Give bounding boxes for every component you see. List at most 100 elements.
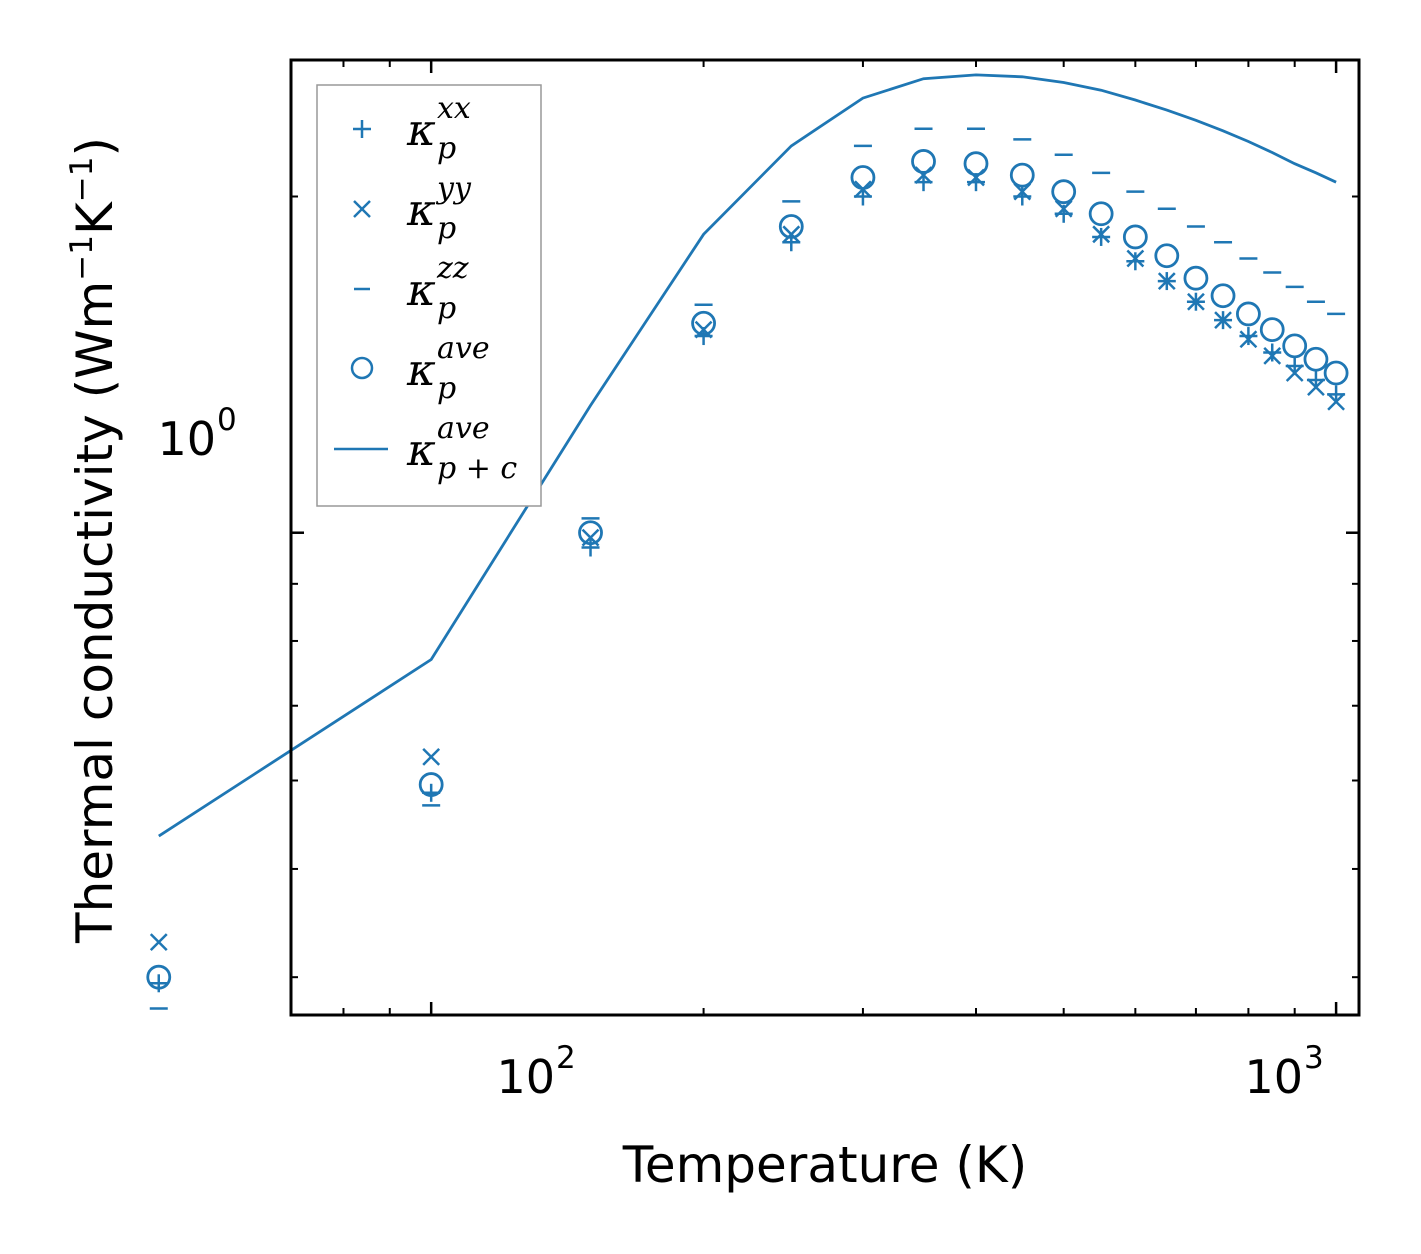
legend-entry-kave: κ ave p bbox=[350, 331, 490, 406]
svg-text:10: 10 bbox=[496, 1050, 555, 1104]
svg-text:κ: κ bbox=[406, 105, 436, 156]
point-kave-750 bbox=[1210, 283, 1236, 309]
point-kyy-850 bbox=[1263, 346, 1282, 365]
point-kave-100 bbox=[418, 772, 444, 797]
point-kyy-1000-b bbox=[1327, 392, 1345, 411]
point-kave-250 bbox=[778, 214, 804, 239]
point-kyy-750-b bbox=[1214, 311, 1232, 330]
legend-frame bbox=[316, 84, 542, 507]
point-kyy-250-b bbox=[782, 225, 801, 244]
point-kyy-600-b bbox=[1126, 249, 1145, 268]
svg-text:p + c: p + c bbox=[437, 451, 517, 486]
svg-text:κ: κ bbox=[406, 425, 436, 476]
series-line-kave_pc bbox=[158, 73, 1337, 838]
svg-text:p: p bbox=[437, 131, 456, 166]
point-kave-900 bbox=[1282, 333, 1308, 359]
svg-text:κ: κ bbox=[406, 265, 436, 316]
legend-marker-plus bbox=[353, 120, 371, 138]
point-kyy-100 bbox=[422, 747, 441, 766]
point-kyy-500-b bbox=[1054, 199, 1073, 218]
point-kyy-900-b bbox=[1285, 364, 1304, 382]
point-kyy-650-b bbox=[1157, 272, 1176, 290]
svg-text:xx: xx bbox=[437, 91, 471, 126]
point-kyy-800-b bbox=[1239, 330, 1258, 349]
point-kyy-500 bbox=[1054, 199, 1073, 218]
svg-text:κ: κ bbox=[406, 185, 436, 236]
point-kyy-550-b bbox=[1092, 225, 1111, 244]
point-kyy-850-b bbox=[1263, 346, 1282, 365]
svg-text:p: p bbox=[437, 211, 456, 246]
svg-text:3: 3 bbox=[1304, 1040, 1324, 1076]
point-kyy-550 bbox=[1092, 225, 1111, 244]
legend: κ xx p κ yy p κ zz p κ ave p κ ave bbox=[316, 84, 542, 507]
series-kyy bbox=[149, 166, 1345, 951]
svg-text:p: p bbox=[437, 371, 456, 406]
svg-text:10: 10 bbox=[1244, 1050, 1303, 1104]
point-kxx-50 bbox=[149, 974, 168, 993]
svg-text:κ: κ bbox=[406, 345, 436, 396]
point-kxx-800 bbox=[1239, 327, 1258, 346]
point-kyy-200 bbox=[694, 320, 713, 339]
point-kave-1000 bbox=[1323, 360, 1349, 386]
point-kave-800 bbox=[1236, 301, 1261, 327]
svg-text:ave: ave bbox=[437, 331, 490, 366]
point-kyy-700 bbox=[1187, 292, 1205, 311]
point-kyy-50-b bbox=[149, 933, 168, 951]
point-kyy-100-b bbox=[422, 747, 441, 766]
svg-text:p: p bbox=[437, 291, 456, 326]
point-kave-700 bbox=[1183, 265, 1209, 291]
point-kyy-700-b bbox=[1187, 292, 1205, 311]
legend-marker-circle bbox=[350, 356, 374, 380]
x-tick-label-1000: 10 3 bbox=[1244, 1040, 1323, 1104]
legend-entry-kyy: κ yy p bbox=[353, 171, 472, 246]
point-kave-150 bbox=[578, 520, 603, 546]
legend-entry-kzz: κ zz p bbox=[354, 251, 469, 326]
svg-text:0: 0 bbox=[217, 402, 237, 438]
point-kave-950 bbox=[1303, 346, 1329, 372]
x-axis-label: Temperature (K) bbox=[622, 1136, 1027, 1194]
point-kxx-600 bbox=[1126, 252, 1145, 271]
y-axis-label: Thermal conductivity (Wm−1K−1) bbox=[64, 137, 124, 944]
point-kave-600 bbox=[1122, 224, 1148, 250]
point-kyy-600 bbox=[1126, 249, 1145, 268]
point-kxx-150 bbox=[581, 538, 600, 557]
legend-marker-x bbox=[353, 200, 371, 218]
point-kave-850 bbox=[1259, 317, 1285, 343]
point-kave-650 bbox=[1154, 243, 1180, 269]
point-kave-50 bbox=[146, 964, 172, 990]
point-kave-500 bbox=[1051, 179, 1077, 205]
major-ticks bbox=[291, 60, 1359, 1015]
legend-entry-kave-pc: κ ave p + c bbox=[334, 411, 517, 486]
svg-text:2: 2 bbox=[556, 1040, 576, 1076]
point-kyy-950 bbox=[1307, 378, 1325, 397]
point-kxx-550 bbox=[1092, 227, 1111, 246]
point-kave-300 bbox=[850, 165, 876, 190]
point-kave-550 bbox=[1088, 201, 1114, 227]
point-kyy-950-b bbox=[1307, 378, 1325, 397]
point-kyy-750 bbox=[1214, 311, 1232, 330]
point-kyy-800 bbox=[1239, 330, 1258, 349]
svg-text:yy: yy bbox=[435, 171, 472, 206]
point-kyy-900 bbox=[1285, 364, 1304, 382]
point-kave-350 bbox=[911, 149, 936, 174]
series-kave bbox=[146, 149, 1349, 990]
point-kave-400 bbox=[963, 151, 989, 177]
point-kyy-50 bbox=[149, 933, 168, 951]
plot-frame bbox=[289, 58, 1361, 1017]
point-kyy-650 bbox=[1157, 272, 1176, 290]
legend-entry-kxx: κ xx p bbox=[353, 91, 471, 166]
point-kave-200 bbox=[691, 310, 716, 336]
point-kave-450 bbox=[1009, 162, 1035, 188]
point-kyy-200-b bbox=[694, 320, 713, 339]
point-kxx-850 bbox=[1263, 343, 1282, 362]
data-marks bbox=[146, 73, 1349, 1010]
point-kyy-1000 bbox=[1327, 392, 1345, 411]
svg-text:10: 10 bbox=[157, 412, 216, 466]
y-tick-label-1: 10 0 bbox=[157, 402, 236, 466]
x-tick-label-100: 10 2 bbox=[496, 1040, 575, 1104]
svg-text:ave: ave bbox=[437, 411, 490, 446]
point-kyy-250 bbox=[782, 225, 801, 244]
series-kzz bbox=[149, 127, 1346, 1010]
series-kave_pc bbox=[158, 73, 1337, 838]
